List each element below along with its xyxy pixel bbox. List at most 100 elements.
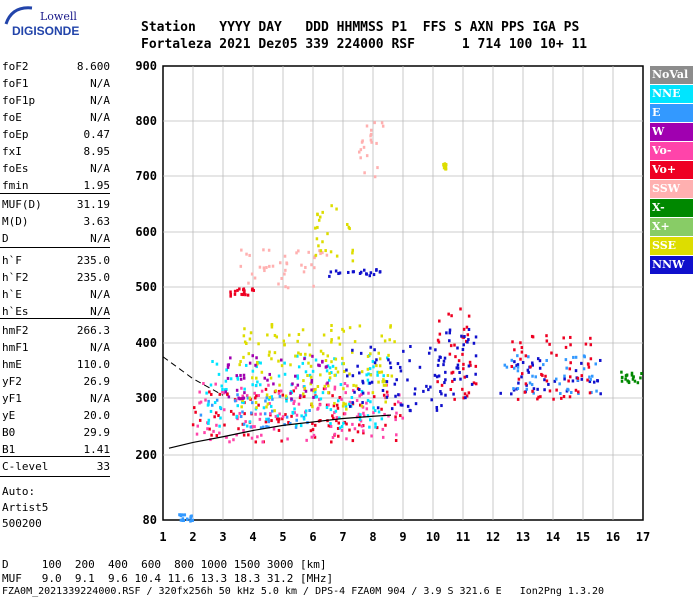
echo-point (235, 388, 239, 392)
echo-point (351, 270, 355, 274)
echo-point (222, 391, 226, 395)
echo-point (308, 353, 312, 357)
echo-point (369, 271, 373, 275)
echo-point (284, 268, 287, 272)
echo-point (303, 385, 306, 389)
echo-point (277, 282, 280, 286)
echo-point (630, 371, 634, 375)
echo-point (319, 418, 322, 422)
echo-point (229, 409, 233, 413)
echo-point (225, 368, 228, 372)
echo-point (465, 325, 469, 329)
echo-point (626, 379, 629, 383)
echo-point (304, 413, 308, 417)
echo-point (595, 389, 598, 393)
echo-point (308, 373, 312, 377)
echo-point (255, 406, 258, 410)
echo-point (335, 419, 338, 423)
echo-point (226, 392, 229, 396)
echo-point (553, 379, 557, 383)
echo-point (278, 383, 281, 387)
echo-point (209, 409, 213, 413)
echo-point (330, 204, 333, 208)
echo-point (394, 439, 398, 443)
echo-point (314, 395, 317, 399)
echo-point (277, 420, 280, 424)
echo-point (451, 379, 454, 383)
echo-point (311, 354, 314, 358)
echo-point (406, 378, 409, 382)
echo-point (330, 328, 333, 332)
echo-point (531, 361, 534, 365)
echo-point (367, 372, 370, 376)
echo-point (304, 352, 307, 356)
echo-point (377, 351, 380, 355)
echo-point (467, 364, 471, 368)
echo-point (590, 374, 594, 378)
echo-point (348, 326, 352, 330)
echo-point (390, 374, 394, 378)
header-row2: Fortaleza 2021 Dez05 339 224000 RSF 1 71… (141, 37, 588, 52)
echo-point (351, 401, 354, 405)
echo-point (372, 395, 376, 399)
param-hF: h`F 235.0 (2, 254, 110, 267)
echo-point (580, 361, 583, 365)
echo-point (435, 408, 439, 412)
echo-point (570, 390, 573, 394)
echo-point (327, 424, 331, 428)
echo-point (278, 394, 282, 398)
echo-point (333, 432, 337, 436)
echo-point (373, 175, 377, 179)
echo-point (310, 378, 314, 382)
echo-point (409, 409, 412, 413)
echo-point (387, 358, 390, 362)
echo-point (211, 359, 214, 363)
echo-point (360, 404, 364, 408)
echo-point (372, 365, 375, 369)
legend-item-nne: NNE (650, 85, 693, 103)
echo-point (242, 373, 246, 377)
echo-point (463, 392, 467, 396)
echo-point (351, 374, 355, 378)
echo-point (458, 370, 461, 374)
echo-point (586, 362, 590, 366)
echo-point (369, 373, 373, 377)
echo-point (338, 426, 342, 430)
x-tick-label: 17 (636, 530, 650, 544)
echo-point (207, 418, 211, 422)
echo-point (181, 517, 185, 521)
echo-point (239, 377, 243, 381)
y-tick-label: 200 (135, 448, 157, 462)
echo-point (565, 389, 569, 393)
echo-point (236, 376, 239, 380)
footer-file-row: FZA0M_2021339224000.RSF / 320fx256h 50 k… (2, 586, 605, 597)
echo-point (452, 392, 455, 396)
echo-point (310, 402, 313, 406)
param-foF2: foF2 8.600 (2, 60, 110, 73)
echo-point (238, 287, 241, 291)
echo-point (274, 389, 278, 393)
echo-point (523, 390, 527, 394)
echo-point (527, 370, 530, 374)
echo-point (317, 363, 320, 367)
echo-point (243, 412, 246, 416)
echo-point (196, 424, 200, 428)
echo-point (258, 265, 262, 269)
echo-point (453, 377, 456, 381)
echo-point (238, 411, 241, 415)
echo-point (408, 359, 411, 363)
echo-point (299, 394, 302, 398)
echo-point (358, 371, 361, 375)
echo-point (467, 338, 470, 342)
echo-point (378, 270, 382, 274)
echo-point (383, 339, 387, 343)
echo-point (362, 414, 366, 418)
echo-point (350, 350, 354, 354)
echo-point (347, 402, 351, 406)
echo-point (543, 388, 546, 392)
echo-point (275, 417, 279, 421)
x-tick-label: 7 (339, 530, 346, 544)
echo-point (394, 415, 397, 419)
echo-point (430, 398, 433, 402)
echo-point (314, 253, 318, 257)
